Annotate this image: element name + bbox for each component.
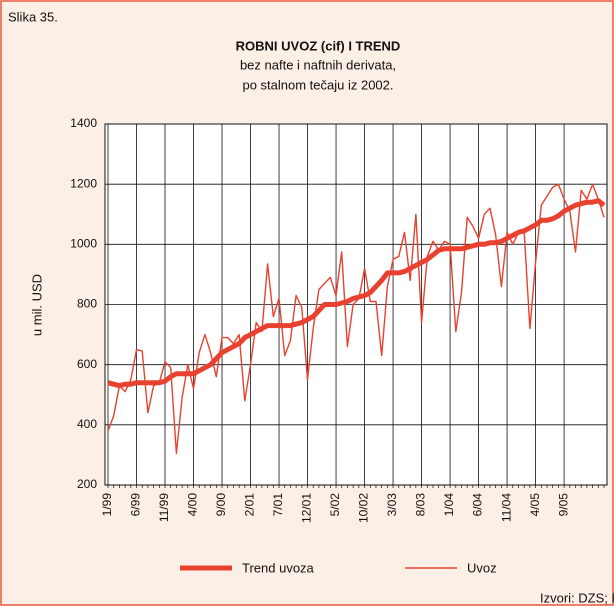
chart-subtitle: po stalnom tečaju iz 2002. bbox=[242, 77, 393, 92]
x-tick-label: 9/00 bbox=[214, 493, 228, 517]
y-tick-label: 200 bbox=[77, 477, 97, 491]
y-axis-label: u mil. USD bbox=[29, 274, 44, 336]
x-tick-label: 6/04 bbox=[471, 493, 485, 517]
chart-title: ROBNI UVOZ (cif) I TREND bbox=[236, 38, 401, 53]
x-tick-label: 11/04 bbox=[499, 493, 513, 522]
y-tick-label: 600 bbox=[77, 357, 97, 371]
legend-label: Trend uvoza bbox=[242, 560, 315, 575]
series-line bbox=[107, 198, 606, 389]
x-tick-label: 4/00 bbox=[186, 493, 200, 517]
y-tick-label: 1200 bbox=[70, 176, 97, 190]
x-tick-label: 8/03 bbox=[414, 493, 428, 517]
y-tick-label: 1400 bbox=[70, 116, 97, 130]
x-tick-label: 10/02 bbox=[357, 493, 371, 523]
figure-label: Slika 35. bbox=[8, 9, 58, 24]
x-tick-label: 6/99 bbox=[129, 493, 143, 517]
x-tick-label: 9/05 bbox=[556, 493, 570, 517]
x-tick-label: 11/99 bbox=[157, 493, 171, 522]
chart-subtitle: bez nafte i naftnih derivata, bbox=[240, 57, 396, 72]
x-tick-label: 2/01 bbox=[243, 493, 257, 517]
x-tick-label: 7/01 bbox=[271, 493, 285, 517]
y-tick-label: 800 bbox=[77, 297, 97, 311]
x-tick-label: 1/99 bbox=[100, 493, 114, 517]
y-tick-label: 400 bbox=[77, 417, 97, 431]
y-tick-label: 1000 bbox=[70, 237, 97, 251]
x-tick-label: 1/04 bbox=[442, 493, 456, 517]
x-tick-label: 5/02 bbox=[328, 493, 342, 517]
source: Izvori: DZS; HNB bbox=[540, 590, 614, 605]
x-tick-label: 12/01 bbox=[300, 493, 314, 523]
x-tick-label: 4/05 bbox=[528, 493, 542, 517]
legend-label: Uvoz bbox=[467, 560, 497, 575]
x-tick-label: 3/03 bbox=[385, 493, 399, 517]
